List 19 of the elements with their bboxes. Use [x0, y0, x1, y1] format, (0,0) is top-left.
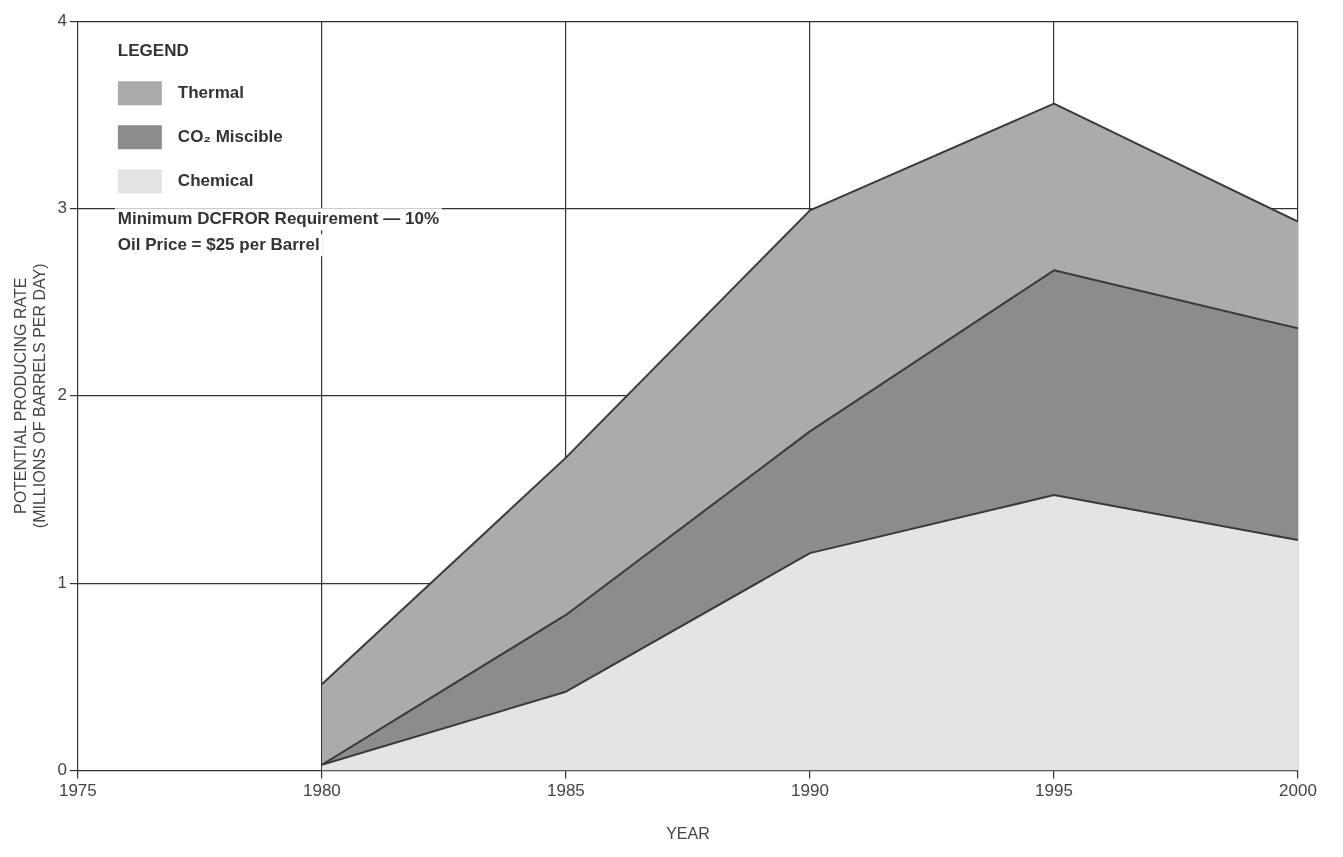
y-tick-label: 0	[57, 760, 67, 780]
x-tick-label: 2000	[1279, 781, 1317, 801]
legend-label: Chemical	[177, 170, 254, 190]
y-tick-label: 2	[57, 385, 67, 405]
x-tick-label: 1975	[58, 781, 97, 801]
x-tick-label: 1990	[791, 781, 829, 801]
annotation: Oil Price = $25 per Barrel	[117, 234, 320, 254]
y-tick-label: 1	[57, 572, 67, 592]
legend-label: CO₂ Miscible	[177, 126, 283, 146]
x-tick-label: 1985	[547, 781, 585, 801]
y-axis-title: POTENTIAL PRODUCING RATE (MILLIONS OF BARRELS PER DAY)	[12, 263, 49, 529]
annotation: Minimum DCFROR Requirement — 10%	[117, 208, 440, 228]
y-tick-label: 4	[57, 10, 67, 30]
legend-title: LEGEND	[117, 40, 189, 60]
legend-label: Thermal	[177, 82, 244, 102]
y-tick-label: 3	[57, 198, 67, 218]
x-tick-label: 1995	[1035, 781, 1073, 801]
x-tick-label: 1980	[302, 781, 341, 801]
x-axis-title: YEAR	[666, 824, 710, 842]
